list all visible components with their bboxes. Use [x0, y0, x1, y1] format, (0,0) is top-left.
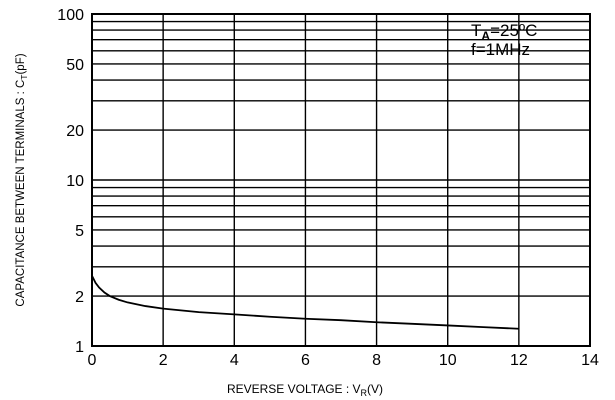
x-tick-label: 6 [301, 352, 310, 369]
series-line [91, 275, 519, 330]
y-tick-label: 20 [66, 123, 84, 140]
y-axis-title: CAPACITANCE BETWEEN TERMINALS : CT(pF) [15, 53, 29, 306]
y-tick-label: 50 [66, 57, 84, 74]
x-tick-label: 8 [372, 352, 381, 369]
y-tick-label: 1 [75, 339, 84, 356]
annotation-frequency: f=1MHz [471, 40, 530, 59]
y-tick-label: 2 [75, 289, 84, 306]
annotation-temperature: TA=25ºC [471, 21, 537, 43]
plot-frame [91, 13, 591, 347]
x-tick-label: 12 [510, 352, 528, 369]
y-tick-label: 10 [66, 173, 84, 190]
y-tick-label: 100 [57, 7, 84, 24]
x-tick-label: 14 [581, 352, 599, 369]
x-axis-title: REVERSE VOLTAGE : VR(V) [227, 382, 383, 398]
y-tick-label: 5 [75, 223, 84, 240]
x-tick-label: 4 [230, 352, 239, 369]
x-tick-label: 2 [159, 352, 168, 369]
x-tick-labels: 0 2 4 6 8 10 12 14 [88, 352, 599, 369]
x-tick-label: 10 [439, 352, 457, 369]
y-tick-labels: 1 2 5 10 20 50 100 [57, 7, 84, 356]
x-tick-label: 0 [88, 352, 97, 369]
grid [92, 14, 590, 346]
